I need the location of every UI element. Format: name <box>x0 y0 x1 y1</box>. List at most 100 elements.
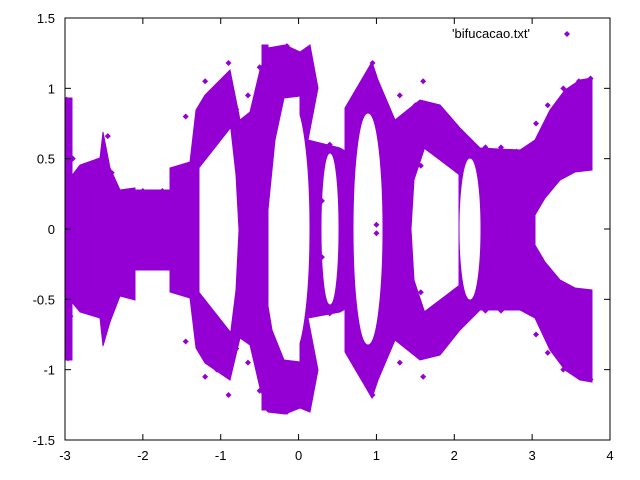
data-points <box>65 43 594 415</box>
data-point <box>447 317 454 324</box>
data-point <box>159 263 166 270</box>
data-point <box>326 141 333 148</box>
x-tick-label: -1 <box>215 448 227 463</box>
data-point <box>171 276 177 283</box>
band-gap <box>274 103 310 355</box>
data-point <box>350 303 357 310</box>
band-segment <box>111 189 173 271</box>
data-point <box>213 85 220 92</box>
data-point <box>202 78 209 85</box>
data-point <box>225 60 232 67</box>
data-point <box>513 148 520 155</box>
data-point <box>587 376 594 383</box>
data-point <box>225 391 232 398</box>
data-point <box>233 106 240 113</box>
data-point <box>369 391 376 398</box>
data-point <box>272 54 279 61</box>
data-point <box>93 158 100 165</box>
data-point <box>190 152 197 159</box>
data-point <box>396 92 403 99</box>
data-point <box>482 307 489 314</box>
data-point <box>420 78 427 85</box>
data-point <box>533 120 540 127</box>
data-point <box>213 366 220 373</box>
data-point <box>338 148 345 155</box>
data-point <box>529 303 536 310</box>
data-point <box>315 307 322 314</box>
data-point <box>272 397 279 404</box>
band-segment <box>519 77 593 383</box>
y-tick-label: 1 <box>48 81 55 96</box>
data-point <box>575 78 582 85</box>
data-point <box>326 310 333 317</box>
data-point <box>498 307 504 314</box>
y-tick-label: -1.5 <box>33 433 55 448</box>
data-point <box>264 406 271 413</box>
x-tick-label: 3 <box>529 448 536 463</box>
x-tick-label: 2 <box>451 448 458 463</box>
data-point <box>417 162 424 169</box>
data-point <box>482 144 489 151</box>
data-point <box>182 113 189 120</box>
data-point <box>560 85 567 92</box>
data-point <box>264 45 271 52</box>
data-point <box>529 148 536 155</box>
data-point <box>412 102 419 109</box>
data-point <box>307 310 314 317</box>
data-point <box>295 394 302 401</box>
band-gap <box>199 128 239 332</box>
data-point <box>318 197 325 204</box>
data-point <box>357 85 364 92</box>
data-point <box>194 331 201 338</box>
data-point <box>369 60 376 67</box>
data-point <box>69 155 76 162</box>
band-gap <box>411 149 459 311</box>
data-point <box>256 211 263 218</box>
data-point <box>498 144 504 151</box>
band-gap <box>321 153 339 305</box>
x-tick-label: -3 <box>59 448 71 463</box>
data-point <box>139 263 146 270</box>
data-point <box>233 345 240 352</box>
data-point <box>544 349 551 356</box>
band-gap <box>459 158 481 300</box>
data-point <box>256 240 263 247</box>
x-tick-label: 4 <box>606 448 613 463</box>
data-band <box>65 44 593 415</box>
data-point <box>318 254 325 261</box>
y-tick-label: 0 <box>48 222 55 237</box>
data-point <box>190 299 197 306</box>
data-point <box>357 366 364 373</box>
data-point <box>93 293 100 300</box>
band-segment <box>69 131 136 347</box>
data-point <box>244 92 251 99</box>
band-segment <box>261 44 269 411</box>
data-point <box>373 230 380 237</box>
data-point <box>171 175 177 182</box>
data-point <box>307 141 314 148</box>
legend: 'bifucacao.txt' <box>452 26 570 41</box>
data-point <box>315 144 322 151</box>
data-point <box>112 262 119 269</box>
data-point <box>420 373 427 380</box>
data-point <box>194 120 201 127</box>
data-point <box>560 366 567 373</box>
y-axis: -1.5 -1 -0.5 0 0.5 1 1.5 <box>33 11 610 448</box>
data-point <box>244 359 251 366</box>
data-point <box>350 148 357 155</box>
data-point <box>256 64 263 71</box>
y-tick-label: 1.5 <box>37 11 55 26</box>
band-gap <box>353 113 383 345</box>
data-point <box>338 303 345 310</box>
x-axis: -3 -2 -1 0 1 2 3 4 <box>59 18 614 463</box>
data-point <box>533 331 540 338</box>
data-point <box>104 318 111 325</box>
data-point <box>544 102 551 109</box>
data-point <box>381 345 388 352</box>
data-point <box>139 188 146 195</box>
data-point <box>182 338 189 345</box>
y-tick-label: 0.5 <box>37 152 55 167</box>
data-point <box>65 96 70 103</box>
data-point <box>71 296 78 303</box>
